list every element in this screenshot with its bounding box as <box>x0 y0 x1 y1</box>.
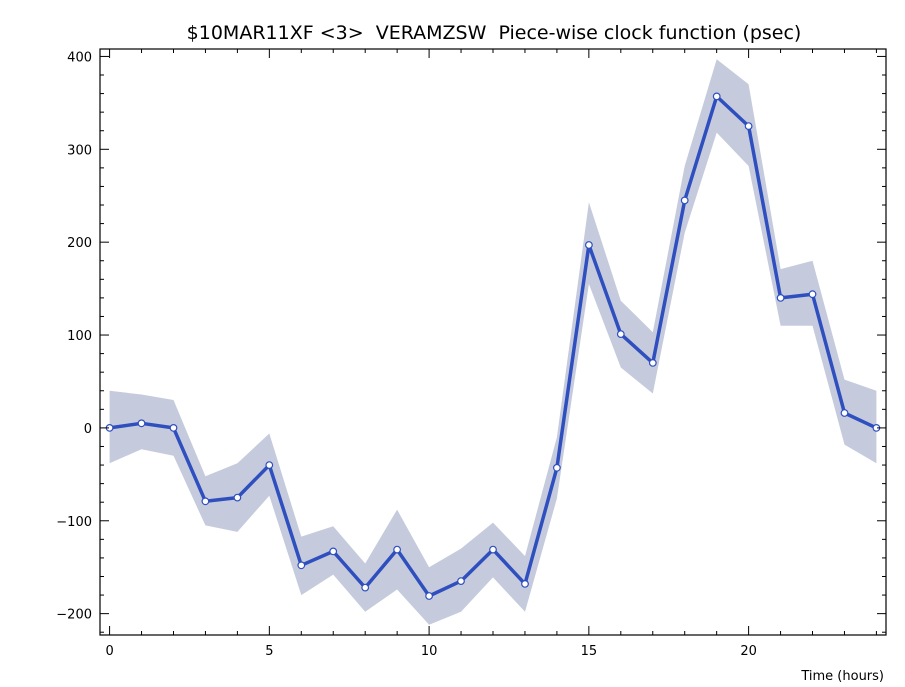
data-point <box>361 583 370 592</box>
data-point <box>201 497 210 506</box>
x-tick-label: 5 <box>265 644 273 659</box>
data-point <box>616 330 625 339</box>
axes: −200 −100 0 100 200 300 400 0 5 10 15 20 <box>56 48 887 659</box>
x-tick-label: 15 <box>581 644 598 659</box>
y-tick-label: 200 <box>67 236 92 251</box>
data-point <box>680 196 689 205</box>
data-point <box>233 493 242 502</box>
data-point <box>808 290 817 299</box>
x-tick-label: 10 <box>421 644 438 659</box>
data-point <box>169 424 178 432</box>
data-point <box>840 409 849 417</box>
x-tick-label: 20 <box>740 644 757 659</box>
data-point <box>393 545 402 554</box>
data-point <box>776 294 785 302</box>
y-tick-label: 300 <box>67 143 92 158</box>
plot-area <box>105 59 881 625</box>
data-point <box>329 547 338 556</box>
y-tick-label: −200 <box>56 608 92 623</box>
y-tick-label: 0 <box>84 422 92 437</box>
data-point <box>137 419 146 428</box>
data-point <box>265 461 274 470</box>
uncertainty-band <box>109 59 877 625</box>
data-point <box>585 241 593 249</box>
data-point <box>489 545 497 554</box>
data-point <box>712 92 721 101</box>
data-point <box>457 577 465 585</box>
y-tick-label: 400 <box>67 50 92 65</box>
x-axis-label: Time (hours) <box>800 669 884 684</box>
chart-title: $10MAR11XF <3> VERAMZSW Piece-wise clock… <box>187 22 802 44</box>
data-point <box>648 359 657 367</box>
data-point <box>425 592 434 600</box>
data-point <box>744 122 753 130</box>
y-tick-label: −100 <box>56 515 92 530</box>
y-tick-label: 100 <box>67 329 92 344</box>
data-point <box>297 561 306 570</box>
data-point <box>521 580 529 588</box>
data-point <box>553 463 561 472</box>
x-tick-label: 0 <box>105 644 113 659</box>
